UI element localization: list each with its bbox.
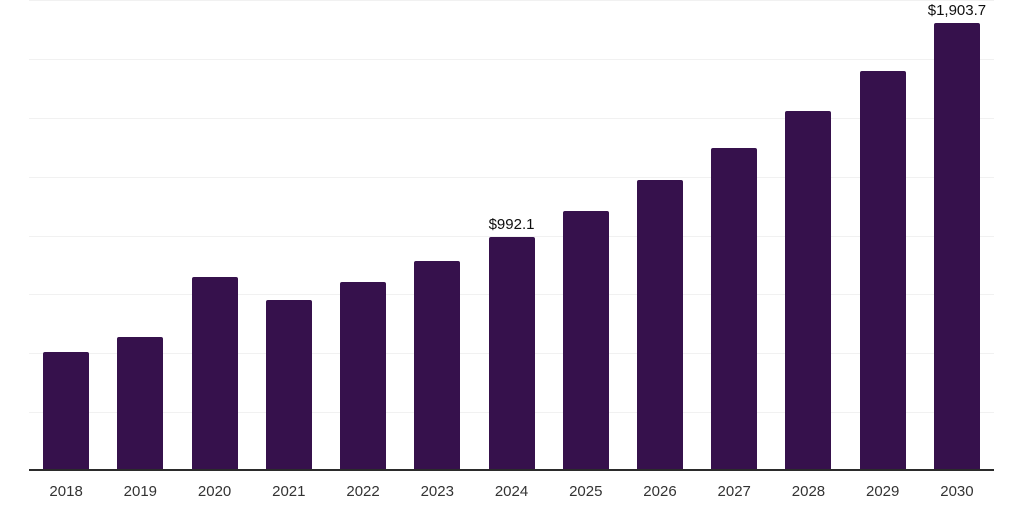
bar-band-2029 [846, 0, 920, 471]
x-tick-label-2022: 2022 [346, 483, 380, 500]
x-axis-tick-labels: 2018 2019 2020 2021 2022 2023 2024 2025 2026 2027… [29, 484, 994, 499]
x-tick-label-2030: 2030 [940, 483, 974, 500]
bar-2026 [636, 179, 683, 471]
x-tick-label-2019: 2019 [123, 483, 158, 500]
bar-2025 [562, 211, 609, 471]
gridline [29, 176, 994, 178]
bar-2024 [488, 237, 535, 471]
x-tick-label-2024: 2024 [494, 483, 529, 500]
x-tick-label-2027: 2027 [717, 483, 751, 500]
bar-2030 [933, 22, 980, 471]
x-tick-label-2023: 2023 [420, 483, 454, 500]
x-tick-label-2029: 2029 [866, 483, 900, 500]
bar-band-2018 [29, 0, 103, 471]
bar-2028 [785, 110, 832, 471]
bar-band-2019 [103, 0, 177, 471]
x-tick-label-2018: 2018 [49, 483, 83, 500]
gridline [29, 58, 994, 60]
bar-band-2022 [326, 0, 400, 471]
bar-2019 [117, 336, 164, 471]
bar-band-2024: $992.1 [474, 0, 548, 471]
x-tick-label-2026: 2026 [643, 483, 677, 500]
bar-value-label-2030: $1,903.7 [927, 1, 987, 19]
bar-2023 [414, 260, 461, 471]
bar-2027 [711, 148, 758, 471]
plot-area: $992.1 $1,903.7 [29, 0, 994, 471]
bar-band-2020 [177, 0, 251, 471]
x-axis-line [29, 469, 994, 471]
bar-band-2021 [252, 0, 326, 471]
gridline [29, 117, 994, 119]
bar-2029 [859, 70, 906, 471]
bar-2020 [191, 276, 238, 471]
x-tick-label-2021: 2021 [272, 483, 306, 500]
x-tick-label-2020: 2020 [197, 483, 232, 500]
bar-2021 [265, 300, 312, 471]
bar-band-2027 [697, 0, 771, 471]
gridline [29, 235, 994, 237]
x-tick-label-2025: 2025 [569, 483, 603, 500]
bar-value-label-2024: $992.1 [488, 216, 535, 234]
bar-band-2023 [400, 0, 474, 471]
gridline [29, 0, 994, 1]
bar-band-2028 [771, 0, 845, 471]
x-tick-label-2028: 2028 [791, 483, 826, 500]
bar-2018 [43, 351, 90, 471]
bar-band-2026 [623, 0, 697, 471]
bar-band-2025 [549, 0, 623, 471]
bar-2022 [340, 281, 387, 471]
bars: $992.1 $1,903.7 [29, 0, 994, 471]
bar-band-2030: $1,903.7 [920, 0, 994, 471]
